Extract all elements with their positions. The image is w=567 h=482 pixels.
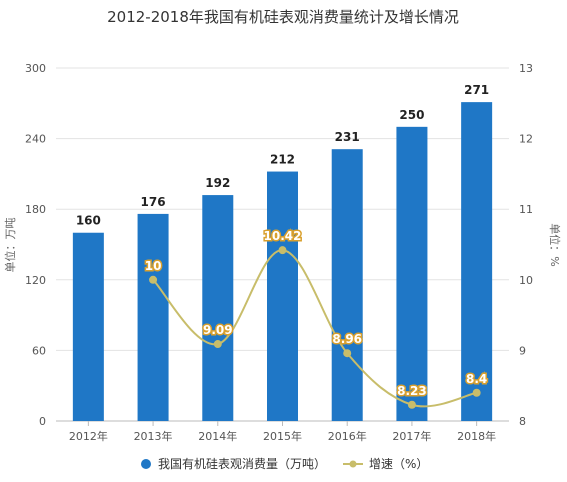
right-tick-label: 11	[519, 203, 533, 216]
x-tick-label: 2017年	[392, 429, 431, 443]
bar-value-label: 212	[270, 153, 295, 167]
growth-value-label: 10	[145, 259, 162, 273]
growth-point	[213, 340, 222, 349]
left-tick-label: 240	[25, 133, 46, 146]
left-tick-label: 60	[32, 344, 46, 357]
x-tick-label: 2014年	[198, 429, 237, 443]
left-tick-label: 0	[39, 415, 46, 428]
x-tick-label: 2012年	[69, 429, 108, 443]
growth-point	[278, 246, 287, 255]
bar	[396, 126, 428, 421]
left-axis-ticks: 0 60 120 180 240 300	[25, 62, 46, 428]
bar	[202, 195, 234, 421]
growth-value-label: 8.96	[332, 332, 362, 346]
legend-line-label: 增速（%）	[369, 457, 428, 471]
growth-point	[407, 400, 416, 409]
bar-value-label: 231	[335, 130, 360, 144]
growth-point	[343, 349, 352, 358]
bar-value-label: 160	[76, 214, 101, 228]
growth-value-label: 10.42	[264, 229, 302, 243]
growth-value-label: 8.23	[397, 384, 427, 398]
right-tick-label: 12	[519, 133, 533, 146]
x-axis-ticks: 2012年 2013年 2014年 2015年 2016年 2017年 2018年	[69, 421, 496, 443]
x-tick-label: 2016年	[328, 429, 367, 443]
growth-point	[149, 275, 158, 284]
growth-line-path	[152, 249, 477, 408]
legend-line-dot	[349, 460, 357, 468]
growth-point	[472, 388, 481, 397]
right-tick-label: 8	[519, 415, 526, 428]
bar-value-label: 271	[464, 83, 489, 97]
bar	[331, 149, 363, 421]
bar-value-label: 250	[399, 108, 424, 122]
legend-bar-label: 我国有机硅表观消费量（万吨）	[158, 457, 326, 471]
right-tick-label: 9	[519, 344, 526, 357]
bar	[137, 213, 169, 421]
chart-title: 2012-2018年我国有机硅表观消费量统计及增长情况	[107, 8, 459, 26]
legend-bar-marker	[141, 459, 151, 469]
legend: 我国有机硅表观消费量（万吨） 增速（%）	[141, 457, 428, 471]
growth-line: 10 9.09 10.42 8.96 8.23 8.4	[143, 228, 489, 409]
right-tick-label: 10	[519, 274, 533, 287]
bar	[72, 232, 104, 421]
bar-value-label: 192	[205, 176, 230, 190]
x-tick-label: 2015年	[263, 429, 302, 443]
left-tick-label: 300	[25, 62, 46, 75]
growth-value-label: 9.09	[203, 323, 233, 337]
left-tick-label: 120	[25, 274, 46, 287]
right-axis-ticks: 8 9 10 11 12 13	[519, 62, 533, 428]
right-tick-label: 13	[519, 62, 533, 75]
x-tick-label: 2018年	[457, 429, 496, 443]
growth-value-label: 8.4	[466, 372, 487, 386]
bar	[461, 102, 493, 421]
bar	[267, 171, 298, 421]
left-axis-label: 单位：万吨	[3, 218, 17, 273]
x-tick-label: 2013年	[134, 429, 173, 443]
bar-value-label: 176	[141, 195, 166, 209]
right-axis-label: 单位：%	[548, 223, 562, 266]
left-tick-label: 180	[25, 203, 46, 216]
bars: 160 176 192 212 231 250 271	[72, 83, 493, 421]
